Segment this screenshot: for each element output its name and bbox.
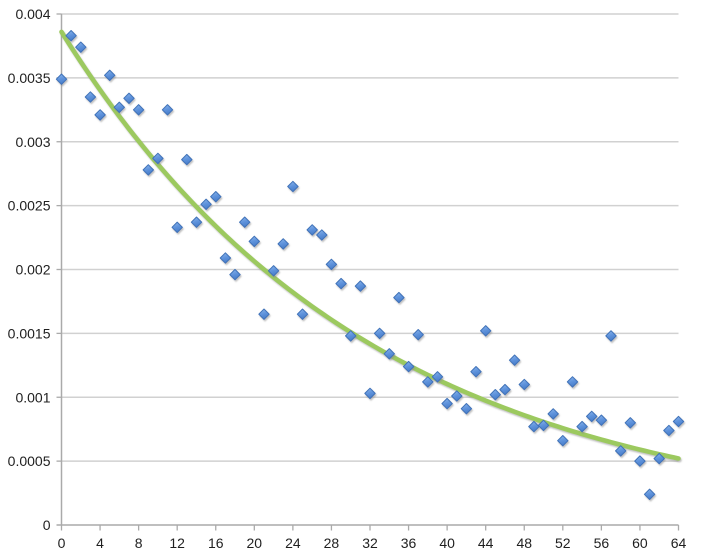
data-point [123, 92, 135, 105]
y-tick-label: 0.0035 [8, 70, 51, 86]
data-point [547, 408, 559, 420]
x-tick-label: 52 [555, 535, 571, 551]
x-tick-label: 12 [169, 535, 185, 551]
data-point [393, 291, 405, 304]
data-point [595, 414, 608, 426]
data-point [325, 258, 338, 271]
x-tick-label: 16 [208, 535, 224, 551]
data-point [624, 417, 636, 429]
y-tick-label: 0 [43, 517, 51, 533]
data-point [181, 153, 193, 166]
data-point [277, 238, 289, 250]
data-point [586, 410, 598, 423]
data-point [441, 397, 453, 410]
x-tick-label: 28 [324, 535, 340, 551]
data-point [113, 101, 126, 114]
data-point [518, 378, 530, 391]
data-point [557, 435, 569, 447]
x-tick-label: 8 [135, 535, 143, 551]
data-point [75, 41, 87, 53]
data-point [508, 354, 521, 366]
x-tick-label: 36 [401, 535, 417, 551]
data-point [576, 420, 588, 433]
data-point [470, 366, 482, 378]
data-point [499, 383, 511, 396]
data-point [528, 420, 540, 433]
data-point [431, 371, 444, 383]
data-point [132, 104, 145, 116]
data-point [94, 109, 106, 121]
data-points-group [55, 30, 685, 500]
data-point [460, 403, 473, 415]
data-point [142, 164, 155, 176]
data-point [200, 198, 212, 211]
data-point [152, 152, 164, 165]
data-point [480, 325, 492, 337]
data-point [306, 224, 318, 236]
data-point [373, 327, 386, 340]
data-point [171, 221, 183, 234]
data-point [210, 190, 222, 203]
x-tick-label: 60 [632, 535, 648, 551]
data-point [287, 180, 299, 193]
data-point [84, 91, 97, 103]
data-point [672, 415, 685, 428]
y-tick-label: 0.0025 [8, 198, 51, 214]
y-tick-label: 0.003 [15, 134, 50, 150]
data-point [354, 280, 367, 292]
data-point [634, 455, 646, 467]
x-tick-label: 44 [478, 535, 494, 551]
x-tick-label: 4 [96, 535, 104, 551]
data-point [412, 329, 424, 341]
data-point [489, 389, 501, 401]
data-point [643, 488, 656, 500]
y-tick-label: 0.004 [15, 6, 50, 22]
data-point [248, 235, 261, 248]
x-tick-label: 64 [671, 535, 687, 551]
x-tick-label: 32 [362, 535, 378, 551]
data-point [190, 216, 203, 228]
data-point [316, 229, 328, 241]
x-tick-label: 24 [285, 535, 301, 551]
data-point [219, 252, 232, 264]
data-point [451, 390, 463, 402]
data-point [653, 452, 665, 465]
y-tick-label: 0.001 [15, 389, 50, 405]
data-point [663, 424, 675, 437]
data-point [65, 30, 77, 42]
data-point [537, 419, 550, 432]
data-point [161, 104, 174, 116]
data-point [345, 330, 357, 342]
data-point [335, 277, 347, 290]
y-tick-label: 0.0015 [8, 325, 51, 341]
data-point [229, 268, 241, 281]
x-tick-label: 56 [594, 535, 610, 551]
trend-line [59, 29, 681, 461]
data-point [402, 360, 415, 373]
data-point [422, 376, 434, 388]
data-point [296, 308, 309, 320]
data-point [605, 330, 617, 342]
data-point [267, 265, 280, 277]
data-point [615, 445, 627, 457]
x-tick-label: 48 [516, 535, 532, 551]
y-tick-label: 0.0005 [8, 453, 51, 469]
data-point [258, 308, 270, 320]
x-tick-label: 40 [439, 535, 455, 551]
data-point [238, 216, 251, 228]
x-tick-label: 0 [58, 535, 66, 551]
data-point [103, 69, 116, 82]
y-tick-label: 0.002 [15, 262, 50, 278]
data-point [383, 348, 395, 360]
data-point [55, 73, 68, 85]
data-point [566, 376, 579, 388]
data-point [364, 387, 376, 400]
x-tick-label: 20 [247, 535, 263, 551]
